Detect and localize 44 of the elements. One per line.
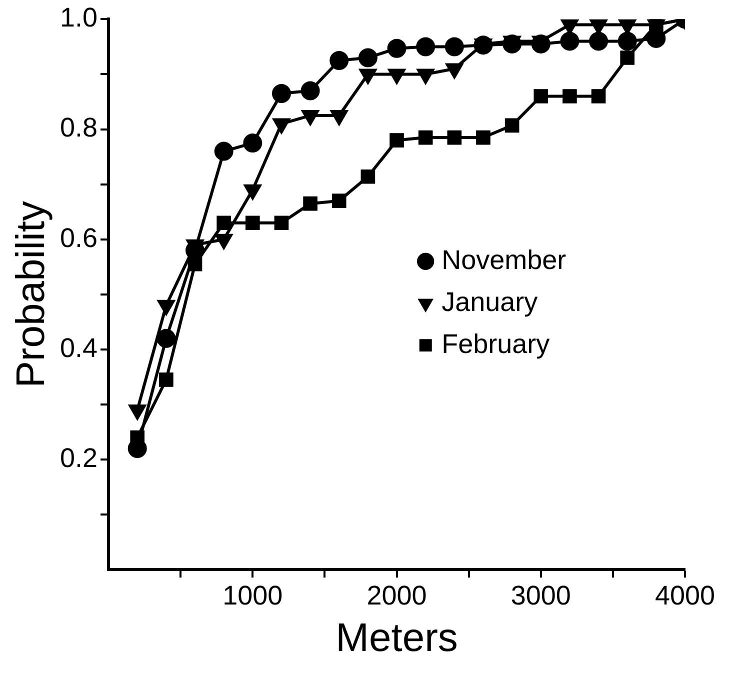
point bbox=[620, 50, 635, 65]
y-axis-title: Probability bbox=[9, 201, 54, 388]
point bbox=[358, 48, 378, 68]
point bbox=[245, 216, 260, 230]
point bbox=[562, 89, 577, 104]
point bbox=[618, 32, 637, 51]
point bbox=[216, 216, 231, 230]
y-tick-label: 0.8 bbox=[60, 112, 98, 143]
y-tick-label: 1.0 bbox=[60, 2, 98, 33]
point bbox=[444, 37, 464, 56]
point bbox=[274, 216, 289, 230]
point bbox=[387, 38, 406, 58]
point bbox=[591, 89, 606, 104]
y-tick-label: 0.6 bbox=[60, 222, 98, 253]
y-tick-label: 0.2 bbox=[60, 442, 98, 473]
x-tick-label: 3000 bbox=[510, 580, 571, 610]
legend-label: February bbox=[442, 328, 550, 359]
x-tick-label: 2000 bbox=[366, 580, 427, 610]
point bbox=[243, 134, 262, 153]
point bbox=[534, 89, 548, 104]
point bbox=[332, 194, 346, 208]
point bbox=[418, 130, 433, 145]
point bbox=[360, 169, 376, 184]
point bbox=[476, 130, 490, 145]
point bbox=[589, 32, 608, 51]
point bbox=[156, 328, 176, 348]
y-tick-label: 0.4 bbox=[60, 332, 98, 363]
point bbox=[504, 118, 520, 133]
x-tick-label: 4000 bbox=[654, 580, 716, 610]
legend-label: January bbox=[442, 286, 538, 317]
point bbox=[303, 196, 318, 211]
point bbox=[330, 50, 349, 70]
point bbox=[447, 130, 462, 145]
point bbox=[416, 37, 436, 56]
point bbox=[390, 133, 404, 148]
point bbox=[474, 36, 493, 55]
legend-label: November bbox=[442, 244, 566, 275]
point bbox=[560, 32, 580, 51]
point bbox=[272, 84, 291, 104]
point bbox=[300, 81, 320, 100]
x-tick-label: 1000 bbox=[222, 580, 283, 610]
x-axis-title: Meters bbox=[336, 616, 458, 660]
point bbox=[214, 142, 234, 161]
point bbox=[159, 372, 174, 387]
